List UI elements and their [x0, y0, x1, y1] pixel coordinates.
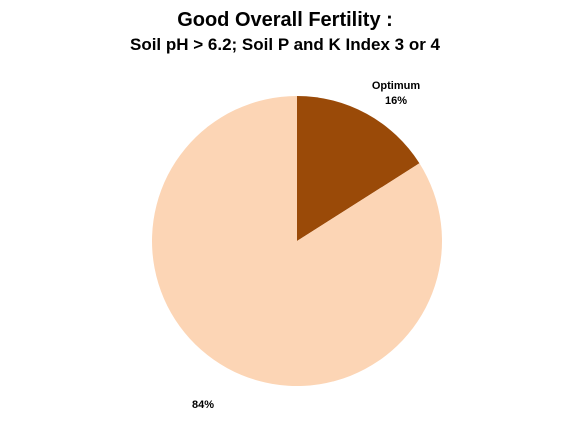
pie-slice-other [152, 96, 443, 386]
slice-label-optimum-value: 16% [385, 95, 407, 107]
chart-subtitle: Soil pH > 6.2; Soil P and K Index 3 or 4 [129, 35, 441, 54]
slice-label-optimum-name: Optimum [372, 80, 420, 92]
pie-slice-optimum [297, 96, 420, 241]
pie-slices [152, 96, 443, 386]
pie-labels: Optimum 16% 84% [192, 80, 420, 411]
slice-label-other-value: 84% [192, 399, 214, 411]
chart-title: Good Overall Fertility : [177, 9, 393, 31]
